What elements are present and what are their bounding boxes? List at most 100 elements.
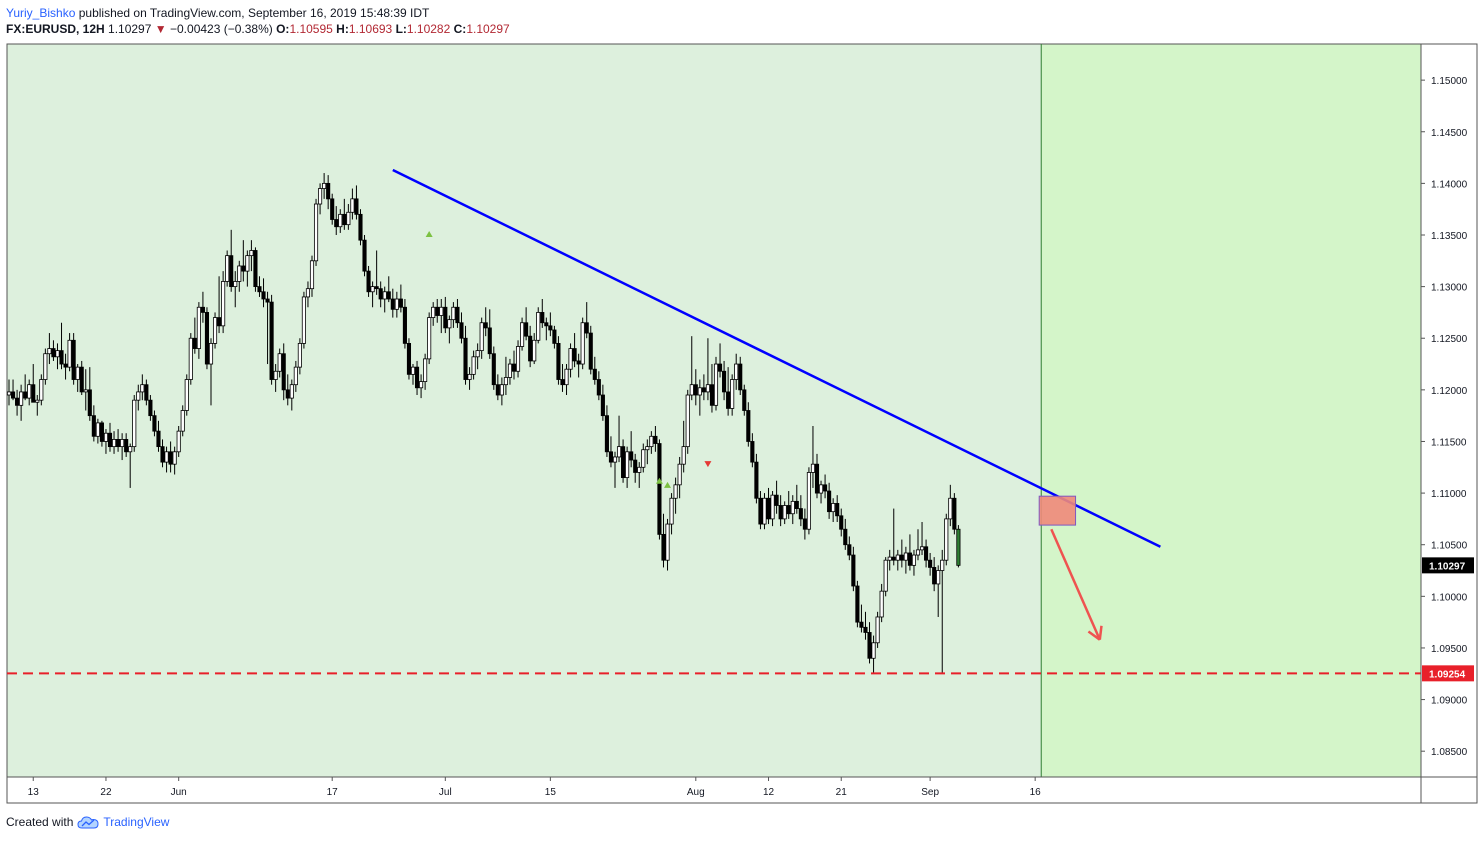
candle-body: [713, 363, 719, 406]
candle-body: [67, 339, 72, 368]
sell-zone-box[interactable]: [1038, 495, 1077, 526]
author-link[interactable]: Yuriy_Bishko: [6, 6, 76, 20]
candle-body: [124, 439, 129, 453]
candle-body: [928, 559, 933, 568]
candle-body: [237, 265, 242, 282]
candle-body: [871, 642, 876, 659]
candle-body: [798, 508, 803, 520]
candle-body: [144, 384, 149, 401]
candle-body: [875, 616, 880, 644]
candle-body: [233, 281, 238, 288]
last-price-badge: 1.10297: [1429, 561, 1466, 572]
descending-trendline[interactable]: [392, 168, 1161, 548]
candle-body: [851, 554, 856, 587]
candle-body: [378, 288, 383, 300]
candle-body: [10, 391, 16, 399]
candle-body: [160, 446, 165, 463]
candle-body: [673, 484, 678, 499]
candle-body: [669, 497, 674, 525]
candle-body: [818, 484, 824, 494]
candle-body: [499, 384, 504, 396]
candle-body: [463, 337, 468, 380]
candle-body: [883, 559, 888, 592]
candle-body: [693, 384, 698, 396]
candle-body: [301, 296, 306, 344]
candle-body: [770, 494, 775, 520]
candle-body: [455, 306, 460, 324]
candle-body: [548, 325, 553, 331]
time-tick-label: 17: [327, 787, 339, 798]
projection-arrow[interactable]: [1050, 528, 1103, 641]
candle-body: [843, 528, 848, 546]
candle-body: [734, 363, 739, 380]
time-axis[interactable]: 13 22 Jun 17 Jul 15 Aug 12 21 Sep 16: [6, 776, 1478, 804]
candle-body: [374, 286, 379, 290]
candle-body: [200, 306, 205, 313]
candle-body: [366, 270, 371, 293]
candle-body: [35, 399, 40, 403]
candle-body: [503, 377, 508, 386]
candle-body: [350, 198, 355, 213]
candle-body: [406, 342, 412, 375]
candle-body: [887, 556, 892, 561]
price-tick-label: 1.09500: [1431, 644, 1468, 655]
candle-body: [79, 366, 84, 393]
candle-body: [895, 554, 900, 561]
candle-body: [15, 397, 20, 406]
price-tick-label: 1.10500: [1431, 541, 1468, 552]
symbol-label: FX:EURUSD, 12H: [6, 22, 105, 36]
price-change: −0.00423 (−0.38%): [170, 22, 273, 36]
candle-body: [419, 381, 424, 389]
candle-body: [322, 182, 327, 189]
candle-body: [281, 353, 286, 391]
footer: Created with TradingView: [6, 815, 169, 829]
candle-body: [128, 446, 133, 453]
price-tick-label: 1.15000: [1431, 76, 1468, 87]
candle-body: [334, 219, 339, 228]
created-with-text: Created with: [6, 815, 74, 829]
price-badges: 1.10297 1.09254: [1422, 557, 1474, 682]
candle-body: [204, 312, 210, 365]
candle-body: [560, 379, 565, 386]
candle-body: [608, 451, 614, 463]
candle-body: [402, 306, 407, 344]
candle-body: [180, 410, 185, 432]
candle-body: [229, 255, 234, 288]
candle-body: [802, 518, 807, 530]
candle-body: [754, 461, 759, 499]
candle-body: [637, 466, 642, 473]
candle-body: [253, 250, 258, 288]
candle-body: [810, 463, 816, 473]
candle-body: [536, 312, 541, 341]
candle-body: [572, 348, 577, 362]
candle-body: [544, 322, 549, 327]
candle-body: [330, 198, 335, 220]
candle-body: [87, 389, 92, 417]
candle-body: [677, 463, 682, 486]
candle-body: [774, 494, 779, 506]
candle-body: [919, 546, 925, 551]
candle-body: [564, 368, 569, 386]
markers-group: [425, 230, 712, 488]
candle-body: [55, 350, 60, 358]
candle-body: [540, 312, 545, 324]
price-axis[interactable]: 1.15000 1.14500 1.14000 1.13500 1.13000 1.125…: [1420, 43, 1478, 778]
candle-body: [520, 322, 525, 347]
time-tick-label: 13: [28, 787, 40, 798]
tradingview-link[interactable]: TradingView: [103, 815, 170, 829]
buy-marker: [425, 230, 433, 237]
candle-body: [633, 459, 638, 473]
candle-body: [245, 255, 250, 272]
candle-body: [580, 322, 585, 365]
axis-corner: [1420, 776, 1478, 804]
candle-body: [297, 342, 302, 368]
candle-body: [790, 500, 795, 515]
candle-body: [27, 384, 32, 399]
candle-body: [439, 306, 444, 316]
candle-body: [612, 456, 618, 463]
candle-body: [447, 319, 452, 329]
candle-body: [907, 552, 912, 566]
candle-body: [568, 348, 573, 370]
high-value: 1.10693: [348, 22, 393, 36]
